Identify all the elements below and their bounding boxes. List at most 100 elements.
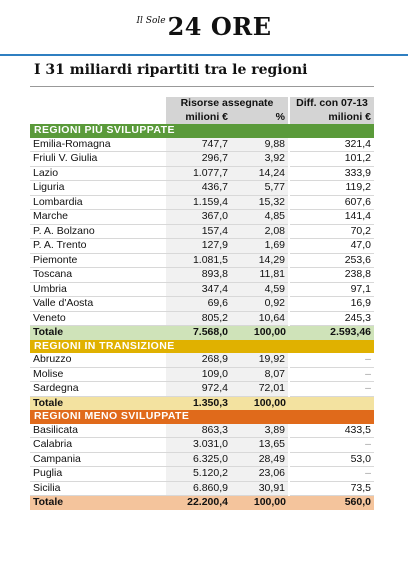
diff-millions: 16,9 xyxy=(288,296,374,312)
resources-millions: 1.081,5 xyxy=(166,253,231,268)
region-name: Friuli V. Giulia xyxy=(30,151,166,167)
resources-millions: 109,0 xyxy=(166,367,231,382)
header-blank-cell xyxy=(30,97,166,111)
table-subheader-row: milioni € % milioni € xyxy=(30,110,374,124)
resources-millions: 268,9 xyxy=(166,353,231,368)
resources-percent: 13,65 xyxy=(231,437,289,453)
resources-millions: 805,2 xyxy=(166,311,231,326)
section-header: REGIONI IN TRANSIZIONE xyxy=(30,339,374,353)
section-title: REGIONI PIÙ SVILUPPATE xyxy=(30,124,374,138)
table-row: Emilia-Romagna 747,7 9,88 321,4 xyxy=(30,137,374,152)
resources-millions: 296,7 xyxy=(166,151,231,167)
header-diff: Diff. con 07-13 xyxy=(288,97,374,111)
resources-percent: 11,81 xyxy=(231,267,289,283)
table-row: Piemonte 1.081,5 14,29 253,6 xyxy=(30,253,374,268)
article-title: I 31 miliardi ripartiti tra le regioni xyxy=(34,62,308,78)
resources-millions: 3.031,0 xyxy=(166,437,231,453)
total-percent: 100,00 xyxy=(231,396,289,410)
resources-millions: 5.120,2 xyxy=(166,466,231,482)
diff-millions: 321,4 xyxy=(288,137,374,152)
masthead: Il Sole24 ORE xyxy=(0,0,408,48)
table-header-row: Risorse assegnate Diff. con 07-13 xyxy=(30,97,374,111)
total-millions: 7.568,0 xyxy=(166,325,231,340)
resources-millions: 893,8 xyxy=(166,267,231,283)
diff-millions: 47,0 xyxy=(288,238,374,254)
title-divider xyxy=(30,86,374,87)
region-name: Toscana xyxy=(30,267,166,283)
total-label: Totale xyxy=(30,495,166,510)
resources-percent: 8,07 xyxy=(231,367,289,382)
region-name: Puglia xyxy=(30,466,166,482)
diff-millions: 101,2 xyxy=(288,151,374,167)
total-diff: 2.593,46 xyxy=(289,325,374,340)
table-row: Marche 367,0 4,85 141,4 xyxy=(30,209,374,225)
diff-millions: 245,3 xyxy=(288,311,374,326)
resources-percent: 28,49 xyxy=(231,452,289,467)
resources-percent: 72,01 xyxy=(231,381,289,397)
diff-millions: 141,4 xyxy=(288,209,374,225)
resources-percent: 14,29 xyxy=(231,253,289,268)
total-row: Totale 22.200,4 100,00 560,0 xyxy=(30,495,374,510)
regions-table: Risorse assegnate Diff. con 07-13 milion… xyxy=(30,97,374,510)
diff-millions: 73,5 xyxy=(288,481,374,496)
resources-percent: 14,24 xyxy=(231,166,289,181)
resources-percent: 23,06 xyxy=(231,466,289,482)
table-row: P. A. Trento 127,9 1,69 47,0 xyxy=(30,238,374,254)
region-name: Liguria xyxy=(30,180,166,196)
diff-millions: – xyxy=(288,381,374,397)
total-millions: 22.200,4 xyxy=(166,495,231,510)
table-row: P. A. Bolzano 157,4 2,08 70,2 xyxy=(30,224,374,239)
region-name: Marche xyxy=(30,209,166,225)
resources-millions: 1.077,7 xyxy=(166,166,231,181)
resources-millions: 69,6 xyxy=(166,296,231,312)
resources-millions: 157,4 xyxy=(166,224,231,239)
region-name: Campania xyxy=(30,452,166,467)
section-header: REGIONI PIÙ SVILUPPATE xyxy=(30,124,374,138)
total-percent: 100,00 xyxy=(231,495,289,510)
table-row: Umbria 347,4 4,59 97,1 xyxy=(30,282,374,297)
table-row: Veneto 805,2 10,64 245,3 xyxy=(30,311,374,326)
region-name: Piemonte xyxy=(30,253,166,268)
resources-percent: 5,77 xyxy=(231,180,289,196)
resources-millions: 347,4 xyxy=(166,282,231,297)
table-row: Toscana 893,8 11,81 238,8 xyxy=(30,267,374,283)
table-row: Valle d'Aosta 69,6 0,92 16,9 xyxy=(30,296,374,312)
diff-millions: 53,0 xyxy=(288,452,374,467)
logo-small-text: Il Sole xyxy=(136,16,166,26)
diff-millions: 607,6 xyxy=(288,195,374,210)
resources-percent: 15,32 xyxy=(231,195,289,210)
diff-millions: 253,6 xyxy=(288,253,374,268)
region-name: Lombardia xyxy=(30,195,166,210)
resources-millions: 6.860,9 xyxy=(166,481,231,496)
section-title: REGIONI IN TRANSIZIONE xyxy=(30,339,374,353)
region-name: Valle d'Aosta xyxy=(30,296,166,312)
table-row: Puglia 5.120,2 23,06– xyxy=(30,466,374,482)
resources-millions: 6.325,0 xyxy=(166,452,231,467)
region-name: Sicilia xyxy=(30,481,166,496)
total-diff: 560,0 xyxy=(289,495,374,510)
table-row: Friuli V. Giulia 296,7 3,92 101,2 xyxy=(30,151,374,167)
region-name: P. A. Bolzano xyxy=(30,224,166,239)
diff-millions: – xyxy=(288,353,374,368)
resources-percent: 1,69 xyxy=(231,238,289,254)
diff-millions: – xyxy=(288,437,374,453)
total-row: Totale 7.568,0 100,00 2.593,46 xyxy=(30,325,374,340)
table-row: Calabria 3.031,0 13,65– xyxy=(30,437,374,453)
table-row: Sardegna 972,4 72,01– xyxy=(30,381,374,397)
resources-percent: 10,64 xyxy=(231,311,289,326)
resources-millions: 127,9 xyxy=(166,238,231,254)
sole-24-ore-logo[interactable]: Il Sole24 ORE xyxy=(137,12,272,41)
region-name: Basilicata xyxy=(30,423,166,438)
diff-millions: 238,8 xyxy=(288,267,374,283)
table-body: REGIONI PIÙ SVILUPPATE Emilia-Romagna 747,… xyxy=(30,124,374,510)
resources-percent: 9,88 xyxy=(231,137,289,152)
resources-percent: 4,59 xyxy=(231,282,289,297)
total-row: Totale 1.350,3 100,00 xyxy=(30,396,374,410)
subheader-diff-unit: milioni € xyxy=(288,110,374,124)
resources-millions: 1.159,4 xyxy=(166,195,231,210)
region-name: Sardegna xyxy=(30,381,166,397)
total-diff xyxy=(289,396,374,410)
diff-millions: 333,9 xyxy=(288,166,374,181)
section-title: REGIONI MENO SVILUPPATE xyxy=(30,410,374,424)
resources-percent: 19,92 xyxy=(231,353,289,368)
